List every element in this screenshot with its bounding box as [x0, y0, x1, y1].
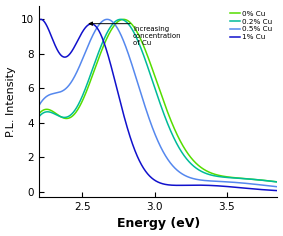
Line: 1% Cu: 1% Cu	[32, 19, 283, 191]
0.5% Cu	[229, 181, 233, 184]
0.5% Cu	[147, 114, 150, 117]
1% Cu	[276, 189, 279, 192]
0.5% Cu	[276, 185, 279, 188]
0% Cu	[276, 181, 279, 183]
0.2% Cu	[153, 87, 156, 90]
0% Cu	[147, 56, 150, 59]
Legend: 0% Cu, 0.2% Cu, 0.5% Cu, 1% Cu: 0% Cu, 0.2% Cu, 0.5% Cu, 1% Cu	[228, 9, 274, 42]
Text: Increasing
concentration
of Cu: Increasing concentration of Cu	[133, 26, 182, 46]
1% Cu	[43, 21, 47, 24]
0.2% Cu	[276, 181, 279, 183]
1% Cu	[147, 173, 150, 176]
1% Cu	[39, 18, 42, 21]
1% Cu	[276, 189, 279, 192]
0% Cu	[276, 181, 279, 183]
0.2% Cu	[229, 176, 233, 179]
1% Cu	[30, 35, 34, 38]
X-axis label: Energy (eV): Energy (eV)	[117, 217, 200, 230]
0.5% Cu	[276, 185, 279, 188]
0% Cu	[43, 108, 46, 111]
0.5% Cu	[30, 118, 34, 121]
0% Cu	[229, 176, 233, 179]
0% Cu	[153, 75, 156, 78]
0% Cu	[30, 124, 34, 126]
Line: 0.5% Cu: 0.5% Cu	[32, 19, 283, 188]
0.2% Cu	[147, 67, 150, 70]
Line: 0% Cu: 0% Cu	[32, 19, 283, 183]
0.2% Cu	[119, 18, 122, 21]
0.2% Cu	[276, 181, 279, 183]
Y-axis label: P.L. Intensity: P.L. Intensity	[6, 66, 16, 137]
0.2% Cu	[43, 111, 46, 114]
1% Cu	[153, 179, 156, 182]
0.5% Cu	[43, 97, 46, 99]
0.5% Cu	[153, 133, 156, 135]
0% Cu	[122, 18, 125, 21]
Line: 0.2% Cu: 0.2% Cu	[32, 19, 283, 183]
1% Cu	[229, 185, 233, 188]
0.5% Cu	[106, 18, 109, 21]
0.2% Cu	[30, 126, 34, 129]
